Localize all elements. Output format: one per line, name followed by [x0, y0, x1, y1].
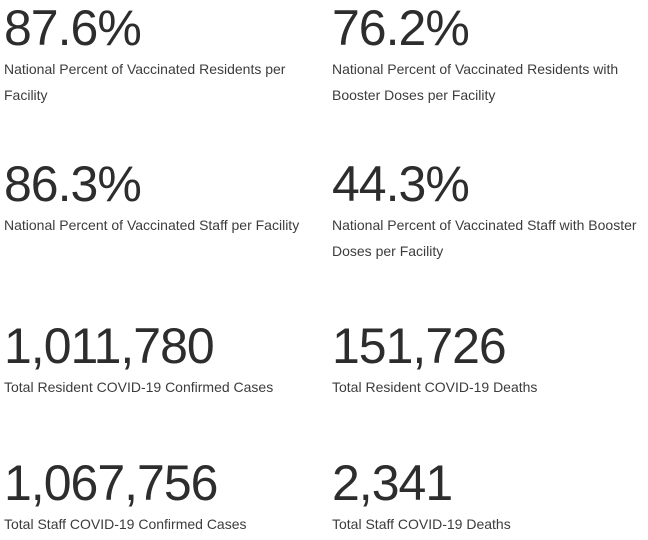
stat-label: National Percent of Vaccinated Residents…	[332, 61, 619, 103]
stat-label: Total Staff COVID-19 Deaths	[332, 516, 511, 532]
stat-card-vaccinated-residents: 87.6% National Percent of Vaccinated Res…	[4, 0, 332, 156]
stat-value: 1,011,780	[4, 318, 215, 374]
stat-value: 151,726	[332, 318, 507, 374]
stat-value: 76.2%	[332, 0, 470, 56]
stat-card-resident-confirmed-cases: 1,011,780 Total Resident COVID-19 Confir…	[4, 318, 332, 455]
stat-value: 86.3%	[4, 156, 142, 212]
stat-value: 87.6%	[4, 0, 142, 56]
stat-card-staff-confirmed-cases: 1,067,756 Total Staff COVID-19 Confirmed…	[4, 455, 332, 540]
stat-card-vaccinated-residents-booster: 76.2% National Percent of Vaccinated Res…	[332, 0, 648, 156]
stat-label: National Percent of Vaccinated Staff wit…	[332, 217, 637, 259]
stat-card-staff-deaths: 2,341 Total Staff COVID-19 Deaths	[332, 455, 648, 540]
stat-label: National Percent of Vaccinated Residents…	[4, 61, 286, 103]
stat-label: Total Resident COVID-19 Deaths	[332, 379, 538, 395]
stat-value: 2,341	[332, 455, 453, 511]
stat-label: National Percent of Vaccinated Staff per…	[4, 217, 300, 233]
stat-card-vaccinated-staff-booster: 44.3% National Percent of Vaccinated Sta…	[332, 156, 648, 318]
stat-label: Total Resident COVID-19 Confirmed Cases	[4, 379, 274, 395]
stat-value: 1,067,756	[4, 455, 218, 511]
stat-value: 44.3%	[332, 156, 470, 212]
stat-card-resident-deaths: 151,726 Total Resident COVID-19 Deaths	[332, 318, 648, 455]
stat-label: Total Staff COVID-19 Confirmed Cases	[4, 516, 247, 532]
stat-card-vaccinated-staff: 86.3% National Percent of Vaccinated Sta…	[4, 156, 332, 318]
